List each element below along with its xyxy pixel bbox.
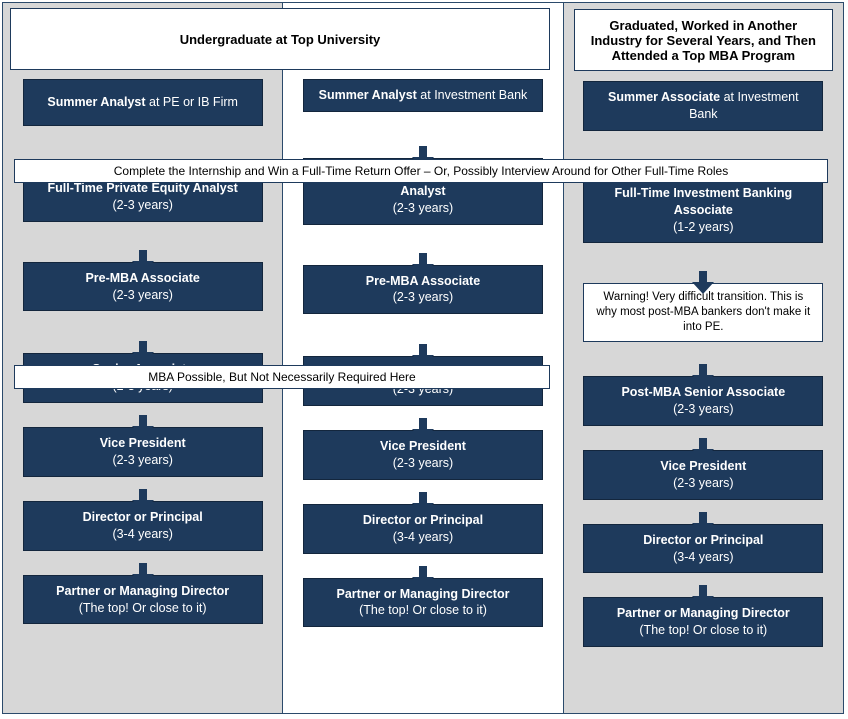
node-sub: (2-3 years) <box>592 475 814 492</box>
node-sub: (3-4 years) <box>592 549 814 566</box>
flowchart-container: Undergraduate at Top University Complete… <box>2 2 844 714</box>
node-sub: (The top! Or close to it) <box>312 602 534 619</box>
track-mba-associate: Graduated, Worked in Another Industry fo… <box>564 3 843 713</box>
header-undergrad-text: Undergraduate at Top University <box>180 32 381 47</box>
node-summer-analyst-ib: Summer Analyst at Investment Bank <box>303 79 543 112</box>
node-sub: (2-3 years) <box>312 200 534 217</box>
node-label-rest: at PE or IB Firm <box>146 95 238 109</box>
node-sub: (2-3 years) <box>32 452 254 469</box>
node-label: Summer Analyst <box>47 95 145 109</box>
node-sub: (The top! Or close to it) <box>592 622 814 639</box>
node-label: Full-Time Investment Banking Associate <box>592 185 814 219</box>
track-pe-analyst: Summer Analyst at PE or IB Firm Full-Tim… <box>3 3 283 713</box>
node-sub: (1-2 years) <box>592 219 814 236</box>
node-sub: (The top! Or close to it) <box>32 600 254 617</box>
node-sub: (2-3 years) <box>32 287 254 304</box>
header-mba-text: Graduated, Worked in Another Industry fo… <box>583 18 824 63</box>
track-ib-analyst: Summer Analyst at Investment Bank Full-T… <box>283 3 563 713</box>
node-summer-analyst-pe: Summer Analyst at PE or IB Firm <box>23 79 263 126</box>
banner-internship-text: Complete the Internship and Win a Full-T… <box>114 164 728 178</box>
node-sub: (2-3 years) <box>32 197 254 214</box>
header-undergrad: Undergraduate at Top University <box>10 8 550 70</box>
warning-text: Warning! Very difficult transition. This… <box>596 291 810 333</box>
node-label: Summer Associate <box>608 90 720 104</box>
node-sub: (3-4 years) <box>32 526 254 543</box>
node-sub: (2-3 years) <box>592 401 814 418</box>
node-label-rest: at Investment Bank <box>417 88 527 102</box>
node-sub: (2-3 years) <box>312 455 534 472</box>
banner-internship: Complete the Internship and Win a Full-T… <box>14 159 828 183</box>
node-label: Summer Analyst <box>319 88 417 102</box>
banner-mba-possible: MBA Possible, But Not Necessarily Requir… <box>14 365 550 389</box>
banner-mba-text: MBA Possible, But Not Necessarily Requir… <box>148 370 415 384</box>
header-mba: Graduated, Worked in Another Industry fo… <box>574 9 833 71</box>
node-sub: (3-4 years) <box>312 529 534 546</box>
node-sub: (2-3 years) <box>312 289 534 306</box>
node-summer-associate: Summer Associate at Investment Bank <box>583 81 823 131</box>
